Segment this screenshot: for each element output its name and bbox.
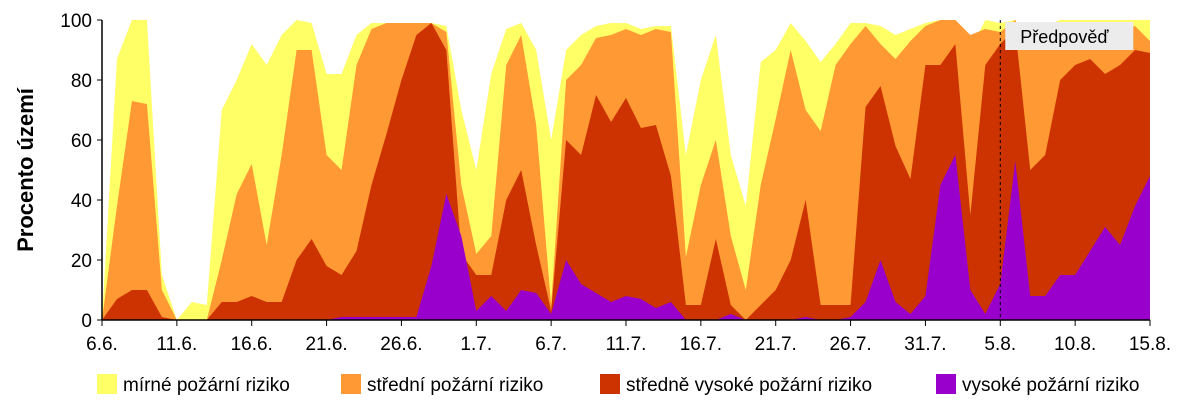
forecast-label-background xyxy=(1005,22,1134,50)
legend-item: vysoké požární riziko xyxy=(936,374,1139,396)
legend-label: střední požární riziko xyxy=(367,375,543,396)
legend-label: mírné požární riziko xyxy=(123,375,290,396)
legend-swatch xyxy=(97,374,117,394)
x-tick-label: 26.7. xyxy=(829,334,871,355)
x-tick-label: 21.6. xyxy=(305,334,347,355)
y-tick-label: 40 xyxy=(71,191,92,212)
x-tick-label: 1.7. xyxy=(460,334,492,355)
y-tick-label: 0 xyxy=(81,311,92,332)
legend-swatch xyxy=(936,374,956,394)
legend-label: vysoké požární riziko xyxy=(962,375,1139,396)
x-tick-label: 31.7. xyxy=(904,334,946,355)
x-tick-label: 6.6. xyxy=(86,334,118,355)
legend-item: mírné požární riziko xyxy=(97,374,290,396)
legend: mírné požární riziko střední požární rizi… xyxy=(97,374,1139,396)
x-tick-label: 16.7. xyxy=(680,334,722,355)
legend-swatch xyxy=(600,374,620,394)
x-tick-label: 16.6. xyxy=(231,334,273,355)
legend-item: střední požární riziko xyxy=(341,374,543,396)
x-tick-label: 10.8. xyxy=(1054,334,1096,355)
forecast-label: Předpověď xyxy=(1020,27,1109,47)
area-středně-vysoké-požární-riziko xyxy=(102,23,1150,320)
x-tick-label: 5.8. xyxy=(984,334,1016,355)
y-tick-label: 20 xyxy=(71,251,92,272)
legend-swatch xyxy=(341,374,361,394)
forecast-region: Předpověď xyxy=(999,20,1134,320)
y-tick-label: 100 xyxy=(60,11,92,32)
x-tick-label: 26.6. xyxy=(380,334,422,355)
y-tick-label: 60 xyxy=(71,131,92,152)
x-tick-label: 21.7. xyxy=(755,334,797,355)
x-tick-label: 15.8. xyxy=(1129,334,1171,355)
area-series-group xyxy=(102,20,1150,320)
area-vysoké-požární-riziko xyxy=(102,155,1150,320)
y-tick-label: 80 xyxy=(71,71,92,92)
y-axis-title: Procento území xyxy=(13,87,38,252)
x-tick-label: 11.7. xyxy=(606,334,647,355)
x-tick-label: 6.7. xyxy=(535,334,567,355)
x-tick-label: 11.6. xyxy=(156,334,197,355)
axes-group: 0 20 40 60 80 100 6.6. 11.6. 16.6. 21.6. 26.6. 1.7.… xyxy=(60,11,1171,355)
legend-item: středně vysoké požární riziko xyxy=(600,374,872,396)
legend-label: středně vysoké požární riziko xyxy=(626,375,872,396)
